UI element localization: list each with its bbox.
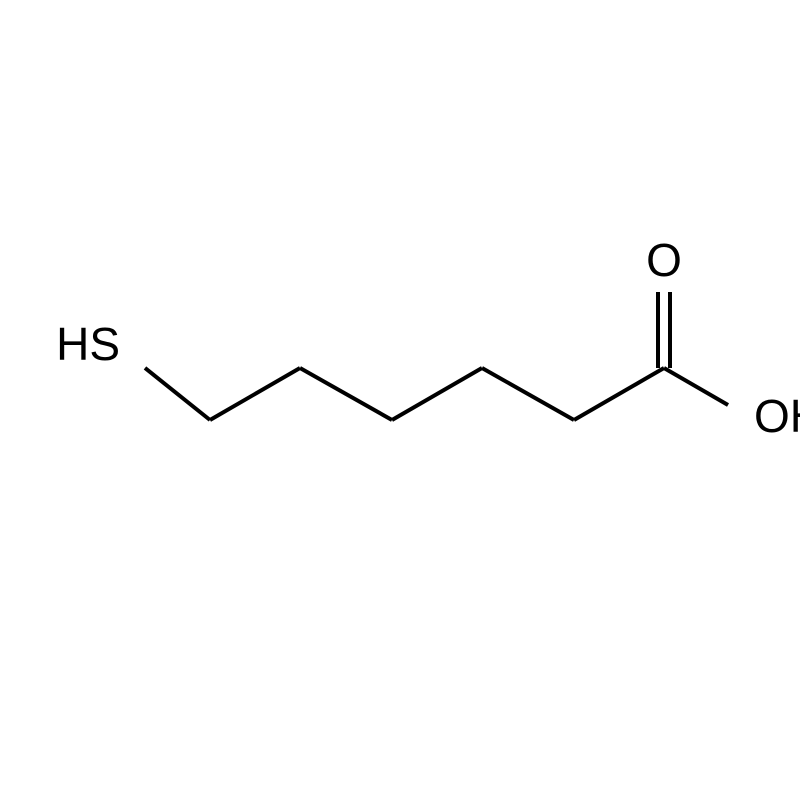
bond bbox=[392, 368, 482, 420]
molecule-diagram: HS O OH bbox=[0, 0, 800, 800]
bond bbox=[300, 368, 392, 420]
atom-label-o_db: O bbox=[646, 234, 682, 286]
bond bbox=[482, 368, 574, 420]
atom-label-oh: OH bbox=[754, 390, 800, 442]
bond bbox=[574, 368, 664, 420]
bond bbox=[664, 368, 728, 405]
bond bbox=[210, 368, 300, 420]
atom-label-hs: HS bbox=[56, 318, 120, 370]
bond bbox=[145, 368, 210, 420]
